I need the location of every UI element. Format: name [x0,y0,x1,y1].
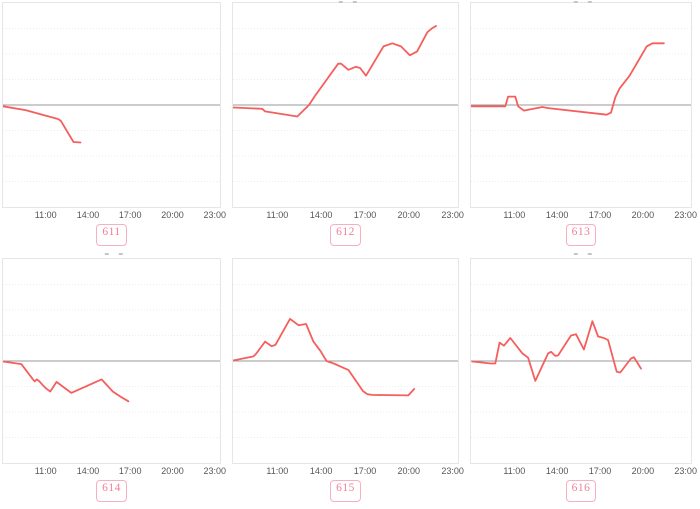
chart-svg-614 [3,284,220,438]
badge-row-615: 615 [232,480,459,502]
clipped-chart-title [573,1,592,3]
x-axis-615: 11:00 14:00 17:00 20:00 23:00 [232,465,463,477]
series-line-614 [3,360,130,403]
x-axis-tick-label: 11:00 [503,466,526,476]
x-axis-tick-label: 14:00 [309,210,333,220]
x-axis-tick-label: 23:00 [674,466,697,476]
clipped-chart-title [338,1,357,3]
x-axis-tick-label: 20:00 [631,466,655,476]
line-chart-613 [470,1,692,208]
x-axis-tick-label: 20:00 [631,210,655,220]
chart-badge-614[interactable]: 614 [96,480,127,502]
x-axis-tick-label: 11:00 [266,210,289,220]
chart-svg-615 [233,284,458,438]
chart-panel-611: 11:00 14:00 17:00 20:00 23:00 611 [2,2,226,246]
badge-row-616: 616 [470,480,692,502]
chart-badge-616[interactable]: 616 [565,480,597,502]
chart-badge-613[interactable]: 613 [565,224,597,246]
chart-badge-611[interactable]: 611 [96,224,127,246]
line-chart-612 [232,1,459,208]
clipped-chart-title [573,253,592,255]
x-axis-tick-label: 17:00 [353,466,377,476]
chart-grid-row-2: 11:00 14:00 17:00 20:00 23:00 614 11:00 14:00… [2,253,697,502]
line-chart-615 [232,258,459,464]
x-axis-tick-label: 14:00 [545,210,569,220]
x-axis-tick-label: 11:00 [266,466,289,476]
chart-svg-611 [3,28,220,182]
x-axis-tick-label: 17:00 [588,210,612,220]
chart-panel-616: 11:00 14:00 17:00 20:00 23:00 616 [470,253,697,502]
x-axis-tick-label: 11:00 [34,210,57,220]
series-line-611 [3,105,82,144]
x-axis-tick-label: 23:00 [203,466,227,476]
x-axis-611: 11:00 14:00 17:00 20:00 23:00 [2,209,226,221]
line-chart-616 [470,253,692,464]
chart-grid-row-1: 11:00 14:00 17:00 20:00 23:00 611 11:00 14:00… [2,1,697,246]
chart-panel-614: 11:00 14:00 17:00 20:00 23:00 614 [2,253,226,502]
badge-row-613: 613 [470,224,692,246]
series-line-613 [471,42,665,116]
x-axis-tick-label: 14:00 [76,466,100,476]
badge-row-612: 612 [232,224,459,246]
x-axis-613: 11:00 14:00 17:00 20:00 23:00 [470,209,697,221]
x-axis-tick-label: 11:00 [503,210,526,220]
x-axis-614: 11:00 14:00 17:00 20:00 23:00 [2,465,226,477]
x-axis-tick-label: 17:00 [588,466,612,476]
x-axis-tick-label: 23:00 [203,210,227,220]
x-axis-tick-label: 20:00 [397,210,421,220]
chart-badge-615[interactable]: 615 [330,480,361,502]
x-axis-tick-label: 23:00 [674,210,697,220]
chart-svg-612 [233,24,458,182]
chart-svg-616 [471,284,691,438]
clipped-chart-title [104,253,123,255]
series-line-612 [233,24,438,118]
x-axis-tick-label: 17:00 [353,210,377,220]
badge-row-611: 611 [2,224,221,246]
line-chart-614 [2,253,221,464]
line-chart-611 [2,2,221,208]
x-axis-616: 11:00 14:00 17:00 20:00 23:00 [470,465,697,477]
chart-panel-612: 11:00 14:00 17:00 20:00 23:00 612 [232,1,464,246]
x-axis-tick-label: 20:00 [397,466,421,476]
x-axis-tick-label: 14:00 [76,210,100,220]
x-axis-tick-label: 11:00 [34,466,57,476]
series-line-616 [471,320,642,382]
x-axis-tick-label: 14:00 [309,466,333,476]
x-axis-tick-label: 20:00 [161,210,184,220]
x-axis-tick-label: 17:00 [118,210,142,220]
x-axis-tick-label: 23:00 [441,210,464,220]
x-axis-tick-label: 17:00 [118,466,142,476]
chart-badge-612[interactable]: 612 [330,224,361,246]
x-axis-tick-label: 14:00 [545,466,569,476]
series-line-615 [233,318,416,397]
x-axis-tick-label: 20:00 [161,466,184,476]
chart-svg-613 [471,28,691,182]
x-axis-tick-label: 23:00 [441,466,464,476]
chart-panel-615: 11:00 14:00 17:00 20:00 23:00 615 [232,258,464,502]
x-axis-612: 11:00 14:00 17:00 20:00 23:00 [232,209,463,221]
chart-panel-613: 11:00 14:00 17:00 20:00 23:00 613 [470,1,697,246]
badge-row-614: 614 [2,480,221,502]
